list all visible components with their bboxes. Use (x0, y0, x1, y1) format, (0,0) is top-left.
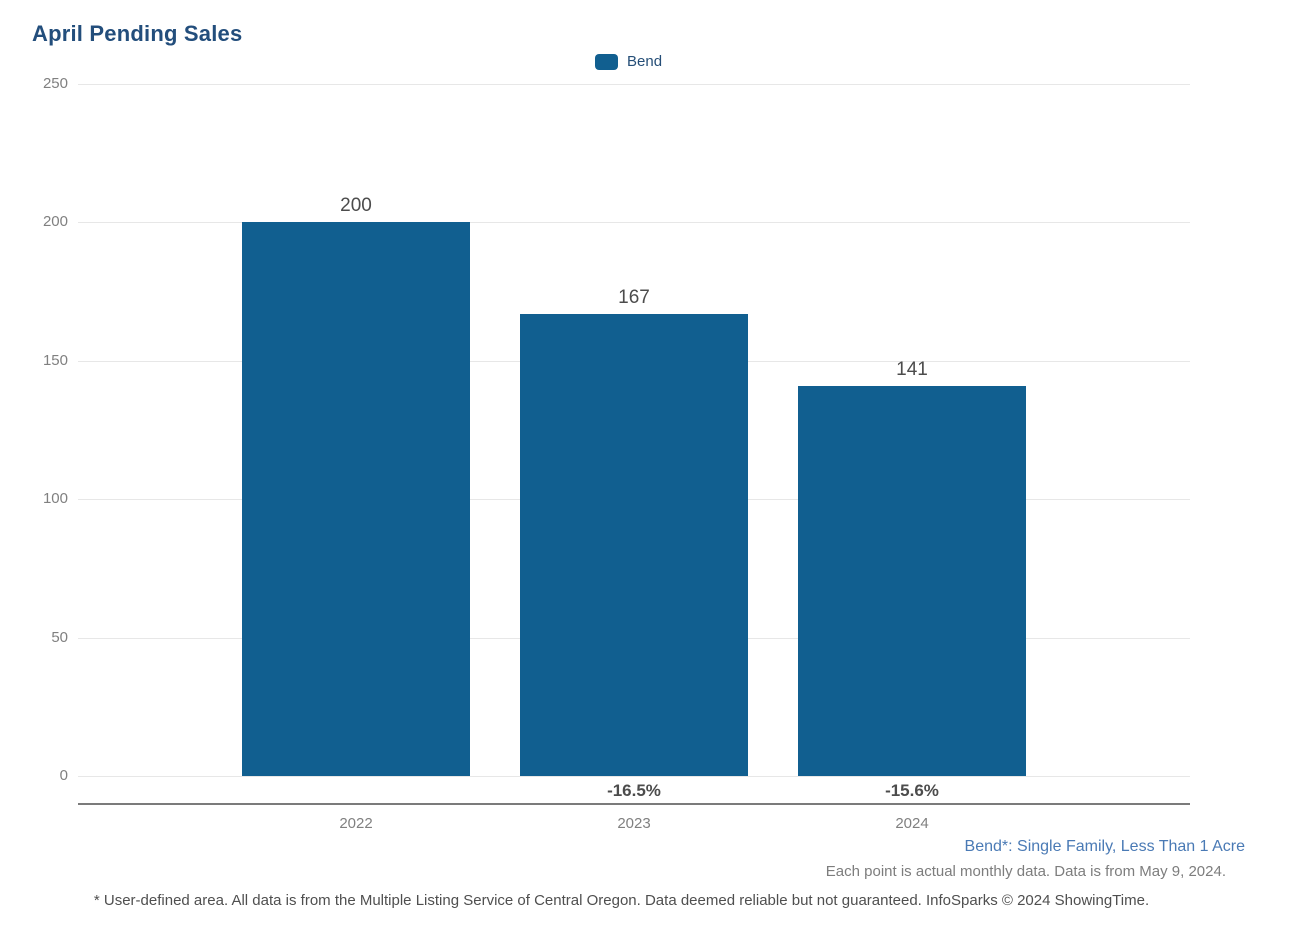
bar-chart-plot-area: 0 50 100 150 200 250 200 167 141 (43, 76, 1190, 784)
data-as-of-note: Each point is actual monthly data. Data … (825, 863, 1226, 880)
y-axis-tick-label-250: 250 (42, 75, 68, 92)
bar-value-label-2023: 167 (618, 286, 650, 308)
legend-item-bend[interactable]: Bend (595, 53, 662, 70)
y-axis-tick-label-100: 100 (42, 490, 68, 508)
pct-change-label-2023: -16.5% (607, 781, 661, 800)
bar-value-label-2024: 141 (896, 358, 928, 380)
y-axis-tick-label-50: 50 (51, 628, 68, 646)
bar-2022[interactable] (242, 222, 470, 776)
pct-change-label-2024: -15.6% (885, 781, 939, 800)
y-axis-tick-label-0: 0 (59, 767, 68, 784)
gridline-0 (78, 776, 1190, 777)
legend-label: Bend (627, 53, 663, 70)
disclaimer-footnote: * User-defined area. All data is from th… (93, 892, 1150, 909)
bar-2024[interactable] (798, 385, 1026, 776)
chart-title: April Pending Sales (32, 21, 243, 46)
y-axis-tick-label-150: 150 (42, 351, 68, 369)
gridline-200 (78, 222, 1190, 224)
gridline-250 (78, 84, 1190, 85)
x-axis-category-label-2022: 2022 (339, 815, 373, 832)
x-axis-category-label-2024: 2024 (895, 815, 929, 832)
series-definition-note: Bend*: Single Family, Less Than 1 Acre (964, 838, 1245, 855)
y-axis-tick-label-200: 200 (42, 213, 68, 231)
bar-2023[interactable] (520, 313, 748, 776)
bar-value-label-2022: 200 (340, 195, 372, 217)
x-axis-line (78, 803, 1190, 805)
x-axis-category-label-2023: 2023 (617, 815, 651, 832)
legend-swatch-icon (595, 53, 618, 70)
